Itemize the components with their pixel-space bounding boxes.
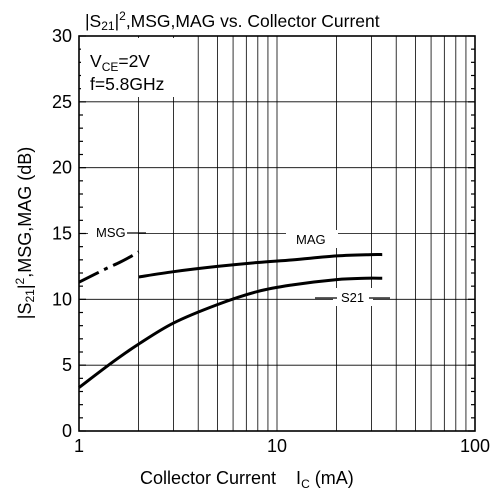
x-tick-label: 10 xyxy=(267,436,287,456)
y-tick-label: 25 xyxy=(52,92,72,112)
vce-condition: VCE=2V xyxy=(90,51,150,74)
x-axis-label: Collector Current IC (mA) xyxy=(140,468,354,491)
y-axis-label: |S21|2,MSG,MAG (dB) xyxy=(13,147,37,319)
freq-condition: f=5.8GHz xyxy=(90,74,164,94)
series-line-mag xyxy=(138,252,383,279)
curves xyxy=(78,250,383,389)
chart-title: |S21|2,MSG,MAG vs. Collector Current xyxy=(85,9,380,33)
y-tick-label: 0 xyxy=(62,421,72,441)
series-line-s21 xyxy=(78,276,383,389)
y-tick-label: 20 xyxy=(52,158,72,178)
mag-label-bg xyxy=(286,230,338,248)
y-tick-labels: 0 5 10 15 20 25 30 xyxy=(52,26,72,441)
x-tick-label: 100 xyxy=(460,436,490,456)
y-tick-label: 15 xyxy=(52,224,72,244)
msg-label-bg xyxy=(88,222,138,242)
conditions-box xyxy=(81,38,189,97)
x-tick-labels: 1 10 100 xyxy=(74,436,490,456)
tick-marks xyxy=(79,35,475,432)
s21-label: S21 xyxy=(341,290,364,305)
y-tick-label: 30 xyxy=(52,26,72,46)
msg-label: MSG xyxy=(96,225,126,240)
s21-label-bg xyxy=(333,288,373,306)
x-tick-label: 1 xyxy=(74,436,84,456)
grid xyxy=(79,36,475,431)
y-tick-label: 5 xyxy=(62,355,72,375)
mag-label: MAG xyxy=(296,232,326,247)
series-line-msg xyxy=(78,250,140,284)
y-tick-label: 10 xyxy=(52,289,72,309)
